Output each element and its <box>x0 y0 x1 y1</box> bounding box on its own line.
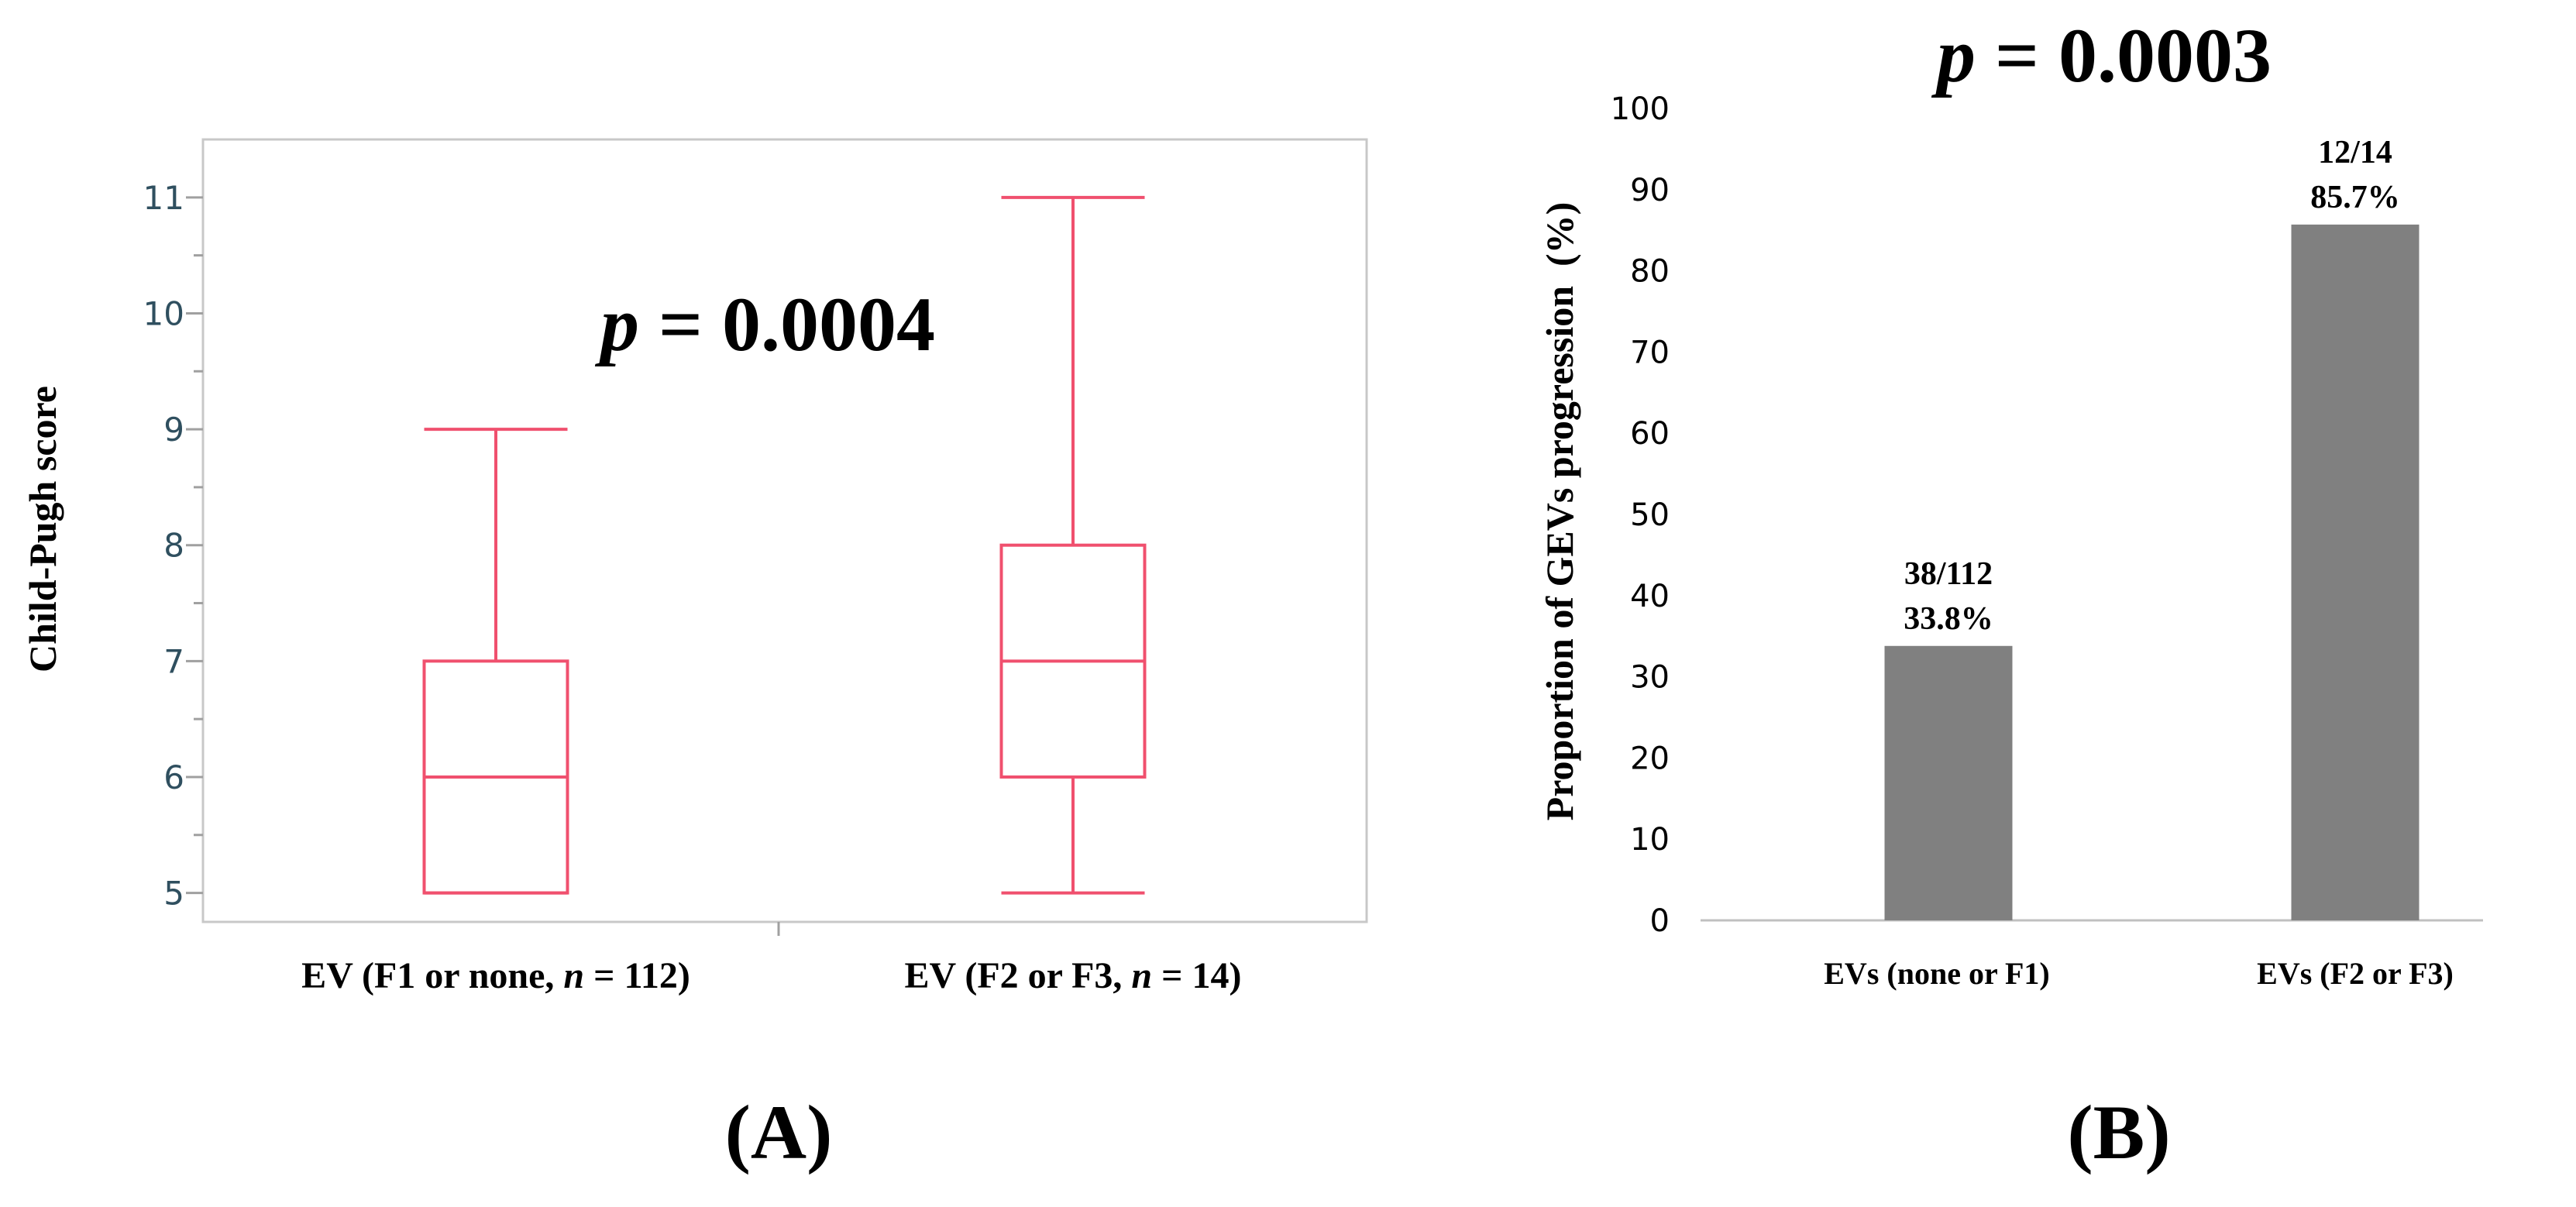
panel-a-x-tick-label: EV (F2 or F3, n = 14) <box>905 955 1242 996</box>
panel-a-plot-frame <box>201 138 1368 923</box>
panel-b-p-value: p = 0.0003 <box>1931 12 2272 98</box>
panel-b-label: (B) <box>2067 1089 2170 1175</box>
panel-b-y-tick-label: 0 <box>1650 903 1670 939</box>
box-plot-1 <box>422 428 569 895</box>
panel-a-y-tick-label: 5 <box>163 875 184 913</box>
panel-b-y-tick-label: 60 <box>1630 416 1670 452</box>
bar-count-label: 12/14 <box>2318 135 2392 170</box>
panel-b-y-tick-label: 100 <box>1611 91 1670 127</box>
bar-count-label: 38/112 <box>1904 556 1993 592</box>
panel-b-y-tick-label: 30 <box>1630 660 1670 696</box>
bar-percent-label: 85.7% <box>2310 180 2400 215</box>
panel-b-y-tick-label: 90 <box>1630 173 1670 208</box>
panel-a-y-tick-label: 6 <box>163 758 184 796</box>
panel-a-y-tick-label: 8 <box>163 527 184 565</box>
panel-a-y-tick-label: 11 <box>143 179 184 217</box>
panel-b-x-tick-label: EVs (none or F1) <box>1824 956 2049 991</box>
bar <box>1884 645 2013 920</box>
panel-a-boxes <box>422 195 1147 895</box>
panel-b-y-tick-label: 40 <box>1630 579 1670 614</box>
panel-a-y-tick-label: 9 <box>163 411 184 449</box>
panel-b-y-axis: 0 10 20 30 40 50 60 70 80 90 100 <box>1611 91 1670 939</box>
panel-a-y-tick-label: 7 <box>163 642 184 680</box>
panel-b-x-tick-label: EVs (F2 or F3) <box>2257 956 2454 991</box>
panel-a-y-axis: 5 6 7 8 9 10 11 <box>143 179 203 913</box>
panel-a-y-tick-label: 10 <box>143 294 184 332</box>
bar <box>2291 224 2420 920</box>
panel-a-label: (A) <box>725 1089 833 1175</box>
panel-b-x-axis: EVs (none or F1) EVs (F2 or F3) <box>1824 956 2454 991</box>
box-plot-2 <box>999 195 1147 895</box>
panel-b-y-tick-label: 50 <box>1630 497 1670 533</box>
panel-a-x-tick-label: EV (F1 or none, n = 112) <box>301 955 690 996</box>
panel-a-y-axis-label: Child-Pugh score <box>21 386 64 672</box>
panel-b-y-tick-label: 10 <box>1630 822 1670 858</box>
panel-b-y-tick-label: 80 <box>1630 254 1670 290</box>
bar-percent-label: 33.8% <box>1904 601 1993 637</box>
panel-a-x-axis: EV (F1 or none, n = 112) EV (F2 or F3, n … <box>301 922 1241 996</box>
panel-b: 0 10 20 30 40 50 60 70 80 90 100 38/112 33.8% 12/14 8… <box>1538 12 2483 1175</box>
panel-a-p-value: p = 0.0004 <box>594 281 935 367</box>
panel-b-bars: 38/112 33.8% 12/14 85.7% <box>1884 135 2420 920</box>
panel-b-y-tick-label: 20 <box>1630 741 1670 776</box>
panel-b-y-axis-label: Proportion of GEVs progression (%) <box>1538 202 1581 821</box>
panel-a: 5 6 7 8 9 10 11 EV (F1 or none, n = 112) EV (F2… <box>21 138 1368 1175</box>
panel-b-y-tick-label: 70 <box>1630 335 1670 370</box>
